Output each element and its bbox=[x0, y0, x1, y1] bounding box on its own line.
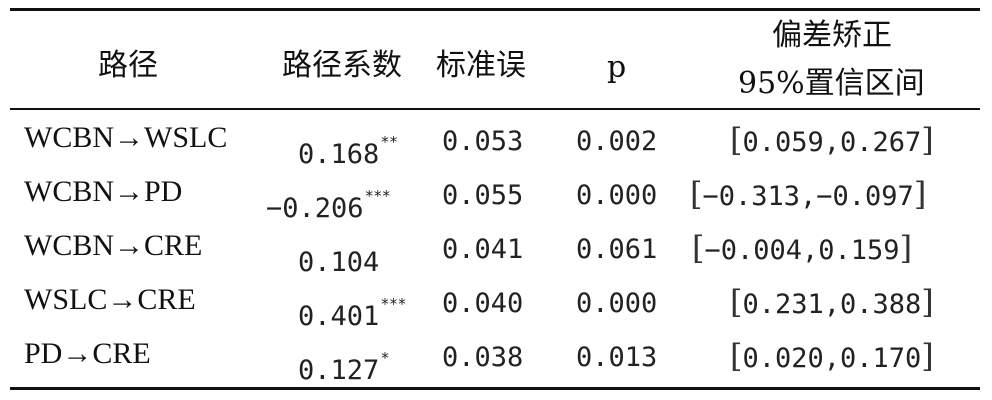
row-ci: [−0.004,0.159] bbox=[692, 229, 913, 267]
row-ci: [0.059,0.267] bbox=[730, 121, 934, 159]
row-coefficient: 0.401 *** bbox=[298, 295, 407, 332]
row-path: WSLC→CRE bbox=[24, 283, 196, 316]
row-path: PD→CRE bbox=[24, 337, 151, 370]
row-path: WCBN→CRE bbox=[24, 229, 203, 262]
header-standard-error: 标准误 bbox=[436, 48, 526, 83]
row-p-value: 0.000 bbox=[576, 288, 658, 319]
header-coefficient: 路径系数 bbox=[282, 48, 402, 83]
header-p: p bbox=[607, 50, 627, 85]
header-path: 路径 bbox=[98, 48, 158, 83]
row-standard-error: 0.041 bbox=[442, 234, 524, 265]
bottom-rule bbox=[10, 387, 980, 390]
row-p-value: 0.000 bbox=[576, 180, 658, 211]
row-ci: [0.231,0.388] bbox=[730, 283, 934, 321]
row-coefficient: 0.127 * bbox=[298, 349, 390, 386]
row-path: WCBN→PD bbox=[24, 175, 183, 208]
row-p-value: 0.002 bbox=[576, 126, 658, 157]
row-p-value: 0.013 bbox=[576, 342, 658, 373]
significance-marker: *** bbox=[365, 187, 392, 205]
row-path: WCBN→WSLC bbox=[24, 121, 228, 154]
top-rule bbox=[10, 8, 980, 11]
row-ci: [−0.313,−0.097] bbox=[690, 175, 927, 213]
row-standard-error: 0.055 bbox=[442, 180, 524, 211]
header-rule bbox=[10, 108, 980, 110]
row-coefficient: −0.206 *** bbox=[266, 187, 392, 224]
row-standard-error: 0.040 bbox=[442, 288, 524, 319]
header-ci-line1: 偏差矫正 bbox=[772, 18, 892, 53]
row-coefficient: 0.104 bbox=[298, 247, 380, 278]
row-p-value: 0.061 bbox=[576, 234, 658, 265]
header-ci-line2: 95%置信区间 bbox=[738, 66, 925, 101]
significance-marker: ** bbox=[381, 133, 399, 151]
row-ci: [0.020,0.170] bbox=[730, 337, 934, 375]
row-standard-error: 0.038 bbox=[442, 342, 524, 373]
row-coefficient: 0.168 ** bbox=[298, 133, 399, 170]
significance-marker: * bbox=[381, 349, 390, 367]
row-standard-error: 0.053 bbox=[442, 126, 524, 157]
significance-marker: *** bbox=[381, 295, 407, 313]
